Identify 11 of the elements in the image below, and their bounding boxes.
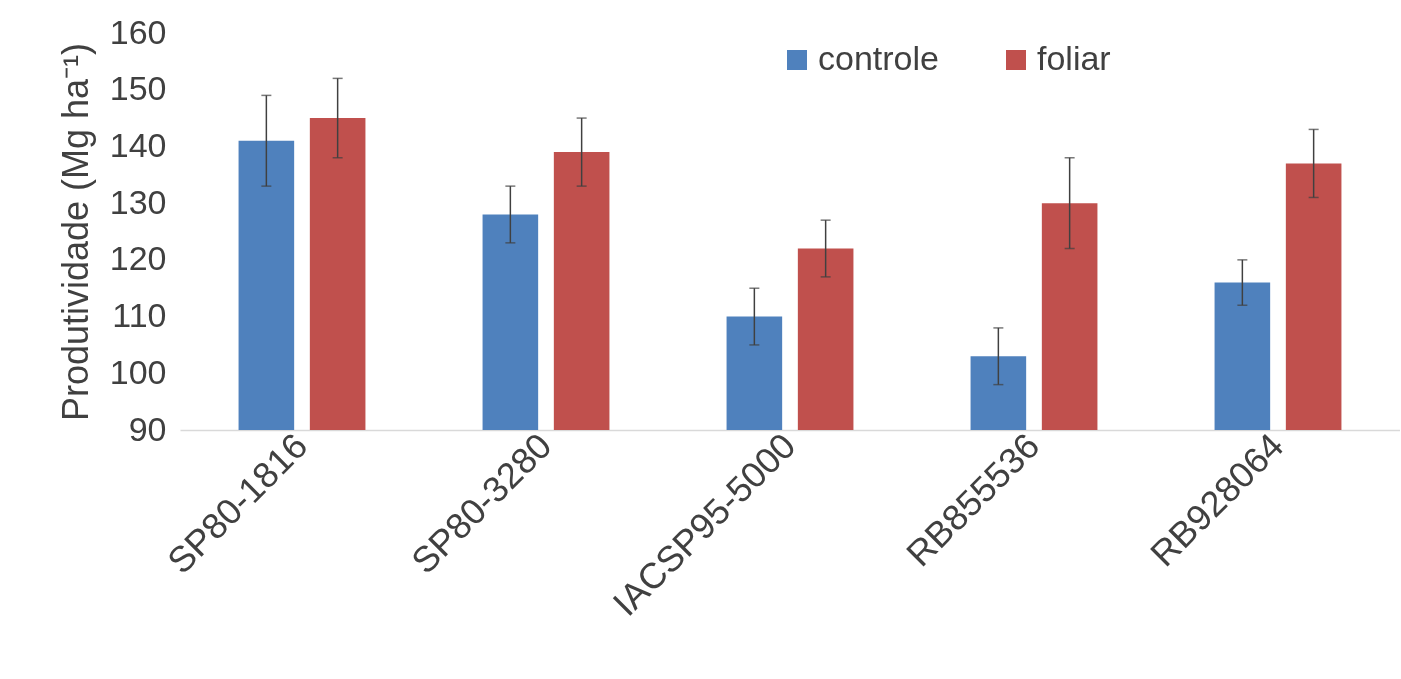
legend-label: controle: [818, 39, 939, 77]
y-tick-label: 120: [109, 239, 167, 278]
y-axis-title: Produtividade (Mg ha⁻¹): [54, 42, 96, 422]
legend-label: foliar: [1037, 39, 1111, 77]
y-tick-label: 110: [112, 296, 167, 335]
y-tick-label: 150: [109, 69, 167, 108]
y-tick-label: 90: [128, 409, 167, 448]
y-tick-label: 140: [109, 125, 167, 164]
y-tick-label: 160: [109, 12, 167, 51]
y-tick-label: 100: [109, 352, 167, 391]
y-tick-label: 130: [109, 182, 167, 221]
